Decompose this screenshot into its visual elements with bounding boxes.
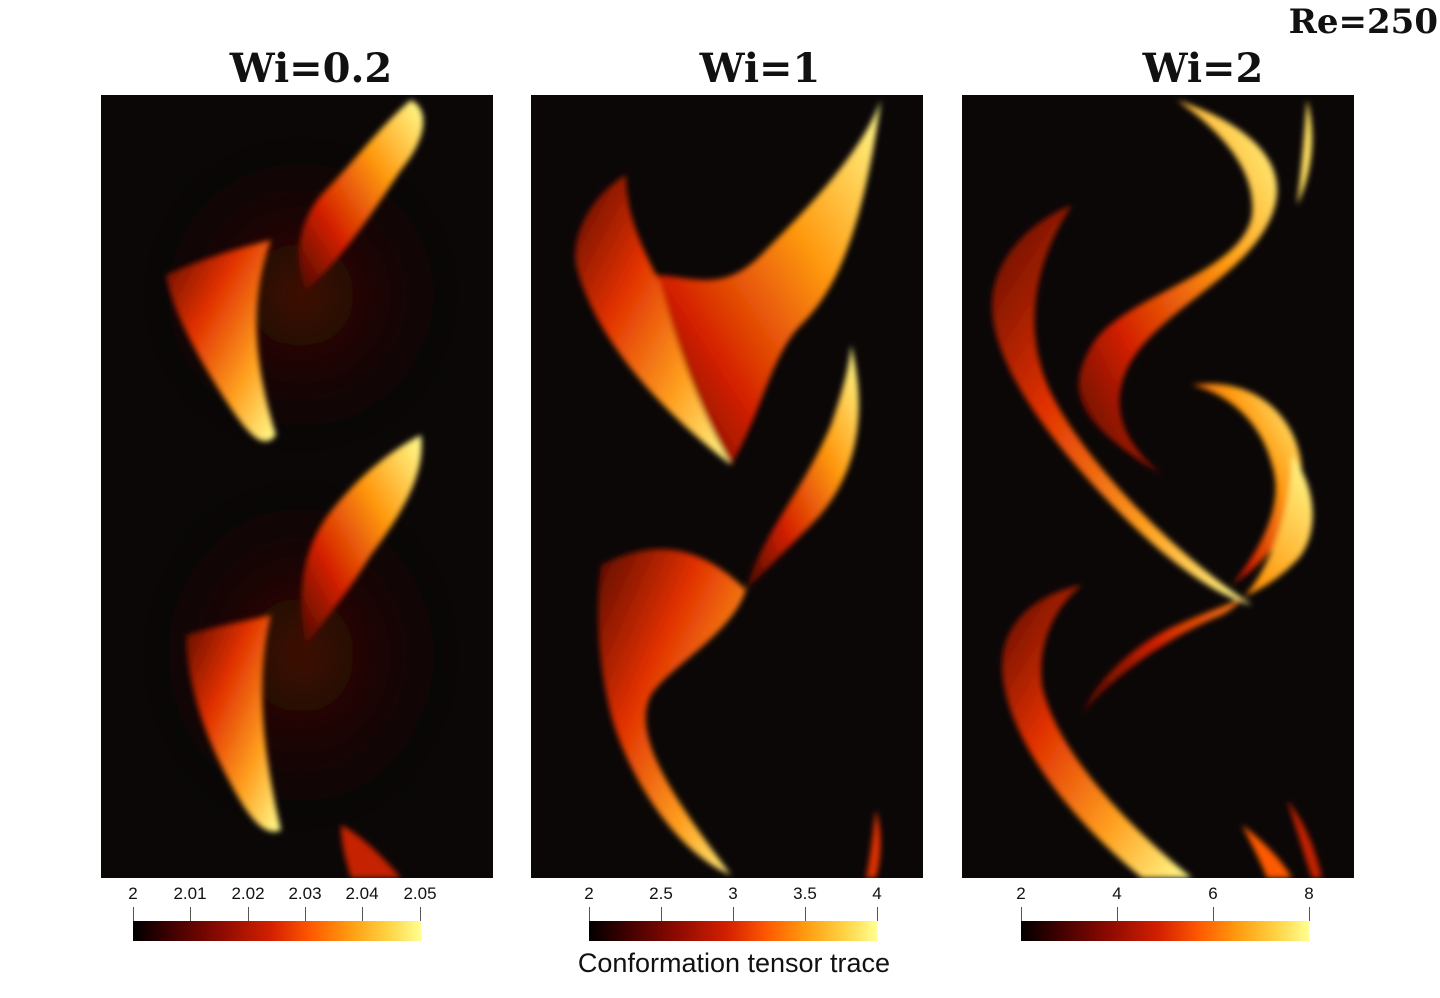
colorbar-tick-mark xyxy=(362,907,363,921)
colorbar-tick-mark xyxy=(1117,907,1118,921)
colorbar-tick-mark xyxy=(133,907,134,921)
colorbar-tick-mark xyxy=(248,907,249,921)
colorbar-tick-mark xyxy=(589,907,590,921)
colorbar-tick: 2 xyxy=(584,884,594,903)
colorbar-tick: 2.01 xyxy=(173,884,207,903)
colorbar-tick: 8 xyxy=(1304,884,1314,903)
colorbar-tick: 2 xyxy=(1016,884,1026,903)
field-image-wi-2 xyxy=(962,95,1354,878)
colorbar-tick-mark xyxy=(1309,907,1310,921)
colorbar-tick: 3 xyxy=(728,884,738,903)
colorbar-tick: 2.02 xyxy=(231,884,265,903)
colorbar-tick: 2.05 xyxy=(403,884,437,903)
field-image-wi-1 xyxy=(531,95,923,878)
colorbar-tick-mark xyxy=(733,907,734,921)
colorbar-tick-mark xyxy=(1021,907,1022,921)
colorbar-tick-mark xyxy=(1213,907,1214,921)
colorbar-tick-mark xyxy=(420,907,421,921)
field-image-wi-0-2 xyxy=(101,95,493,878)
colorbar-tick: 2.04 xyxy=(345,884,379,903)
panel-title-wi-2: Wi=2 xyxy=(1142,45,1264,92)
colorbar-wi-2 xyxy=(1021,921,1309,941)
panel-title-wi-0-2: Wi=0.2 xyxy=(229,45,393,92)
colorbar-tick-mark xyxy=(877,907,878,921)
colorbar-tick: 2 xyxy=(128,884,138,903)
colorbar-tick-mark xyxy=(805,907,806,921)
reynolds-number-label: Re=250 xyxy=(1288,2,1438,42)
colorbar-tick-mark xyxy=(661,907,662,921)
colorbar-tick: 4 xyxy=(1112,884,1122,903)
colorbar-tick: 2.03 xyxy=(288,884,322,903)
colorbar-wi-1 xyxy=(589,921,877,941)
colorbar-wi-0-2 xyxy=(133,921,421,941)
colorbar-tick-mark xyxy=(190,907,191,921)
panel-title-wi-1: Wi=1 xyxy=(699,45,821,92)
colorbar-tick: 6 xyxy=(1208,884,1218,903)
colorbar-tick: 2.5 xyxy=(649,884,673,903)
colorbar-tick: 4 xyxy=(872,884,882,903)
colorbar-tick-mark xyxy=(305,907,306,921)
colorbar-title: Conformation tensor trace xyxy=(577,948,891,978)
colorbar-tick: 3.5 xyxy=(793,884,817,903)
